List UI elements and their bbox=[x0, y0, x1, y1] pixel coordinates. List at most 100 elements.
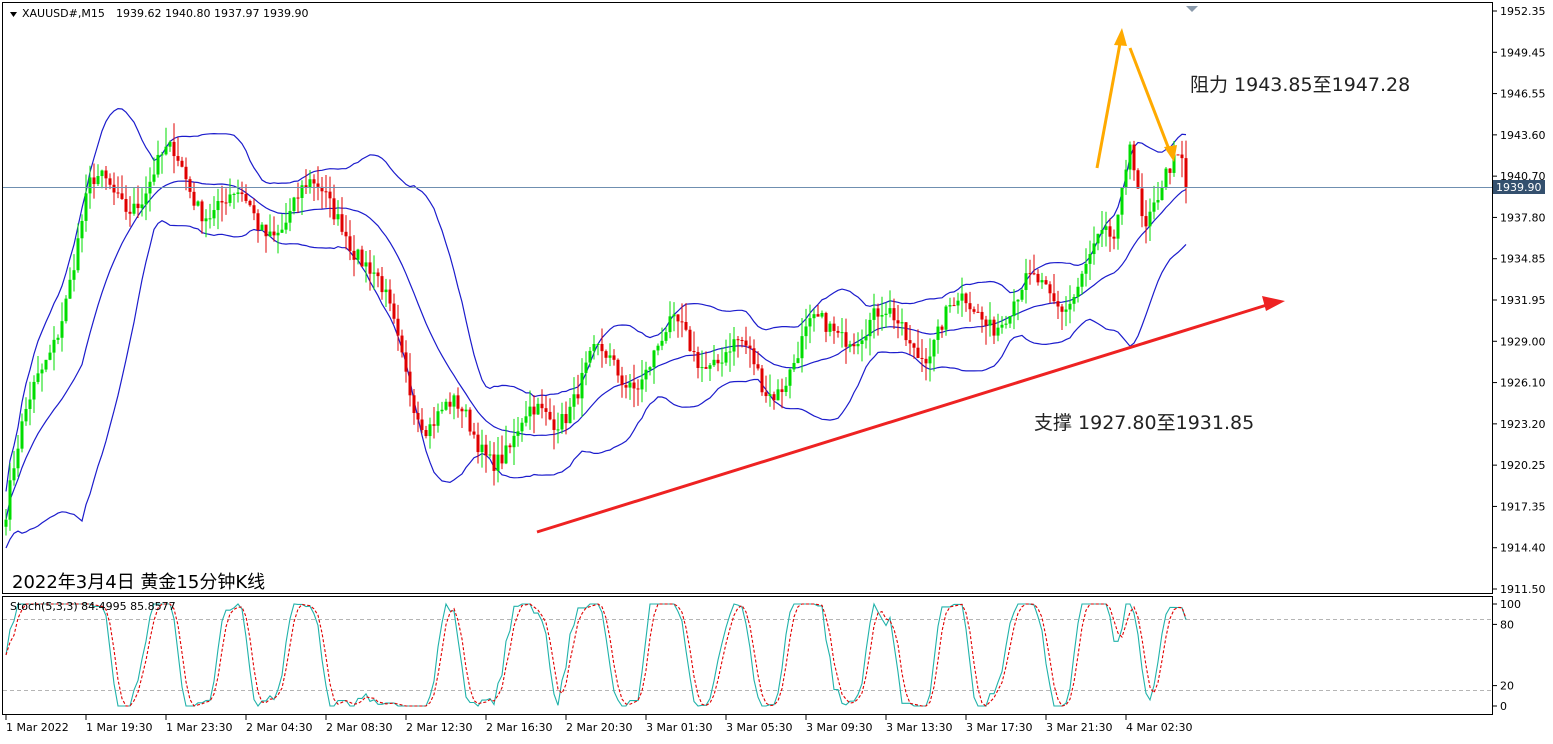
time-tick-label: 3 Mar 21:30 bbox=[1046, 721, 1112, 734]
candle-body bbox=[608, 355, 612, 358]
support-trend-arrow bbox=[536, 302, 1271, 534]
candle-body bbox=[628, 382, 632, 388]
peak-arrow-down-head bbox=[1164, 145, 1177, 162]
candle-body bbox=[656, 345, 660, 351]
candle-body bbox=[1024, 273, 1028, 290]
candle-body bbox=[200, 201, 204, 222]
candle-body bbox=[620, 375, 624, 386]
candle-body bbox=[208, 218, 212, 220]
candle-body bbox=[752, 348, 756, 365]
candle-body bbox=[28, 399, 32, 409]
candle-body bbox=[872, 308, 876, 320]
candle-body bbox=[252, 205, 256, 214]
candle-body bbox=[996, 327, 1000, 336]
candle-body bbox=[992, 319, 996, 336]
candle-body bbox=[348, 236, 352, 251]
candle-body bbox=[172, 141, 176, 157]
candle-body bbox=[988, 319, 992, 326]
candle-body bbox=[664, 332, 668, 341]
candle-body bbox=[496, 454, 500, 471]
ask-marker bbox=[1186, 6, 1198, 12]
candle-body bbox=[668, 316, 672, 333]
candle-body bbox=[52, 339, 56, 353]
candle-body bbox=[1068, 303, 1072, 310]
price-tick-label: 1917.35 bbox=[1500, 500, 1546, 513]
price-tick-label: 1952.35 bbox=[1500, 5, 1546, 18]
candle-body bbox=[900, 322, 904, 324]
candle-body bbox=[984, 319, 988, 326]
support-trend-arrowhead bbox=[1262, 296, 1285, 311]
candle-body bbox=[124, 198, 128, 212]
candle-body bbox=[1100, 229, 1104, 234]
candle-body bbox=[440, 409, 444, 412]
candle-body bbox=[532, 406, 536, 415]
candle-body bbox=[568, 406, 572, 424]
stoch-tick-label: 80 bbox=[1500, 618, 1514, 631]
price-tick-label: 1929.00 bbox=[1500, 335, 1546, 348]
candle-body bbox=[1016, 299, 1020, 302]
main-pane[interactable] bbox=[2, 2, 1493, 594]
stoch-pane[interactable] bbox=[2, 596, 1493, 715]
candle-body bbox=[904, 322, 908, 341]
candle-body bbox=[640, 379, 644, 390]
price-tick-label: 1940.70 bbox=[1500, 170, 1546, 183]
candle-body bbox=[808, 318, 812, 327]
candle-body bbox=[96, 176, 100, 185]
candle-body bbox=[316, 183, 320, 187]
candle-body bbox=[632, 382, 636, 389]
candle-body bbox=[104, 170, 108, 179]
candle-body bbox=[408, 371, 412, 396]
candle-body bbox=[476, 434, 480, 453]
symbol-label: XAUUSD#,M15 bbox=[22, 7, 105, 20]
candle-body bbox=[356, 249, 360, 260]
candle-body bbox=[384, 289, 388, 293]
resistance-label: 阻力 1943.85至1947.28 bbox=[1190, 74, 1410, 96]
time-tick-label: 3 Mar 13:30 bbox=[886, 721, 952, 734]
candle-body bbox=[420, 419, 424, 431]
candle-body bbox=[16, 448, 20, 469]
candlesticks bbox=[4, 123, 1188, 536]
candle-body bbox=[844, 332, 848, 347]
candle-body bbox=[968, 303, 972, 310]
chevron-down-icon[interactable] bbox=[10, 12, 17, 17]
candle-body bbox=[1168, 168, 1172, 173]
candle-body bbox=[240, 192, 244, 195]
candle-body bbox=[492, 454, 496, 471]
candle-body bbox=[928, 356, 932, 364]
time-tick-label: 4 Mar 02:30 bbox=[1126, 721, 1192, 734]
candle-body bbox=[144, 193, 148, 205]
candle-body bbox=[1048, 284, 1052, 294]
candle-body bbox=[156, 154, 160, 175]
time-tick-label: 1 Mar 19:30 bbox=[86, 721, 152, 734]
candle-body bbox=[740, 340, 744, 342]
candle-body bbox=[404, 352, 408, 372]
candle-body bbox=[924, 358, 928, 364]
candle-body bbox=[724, 352, 728, 363]
candle-body bbox=[1020, 289, 1024, 300]
candle-body bbox=[624, 385, 628, 388]
candle-body bbox=[1140, 188, 1144, 217]
candle-body bbox=[176, 156, 180, 161]
candle-body bbox=[204, 218, 208, 222]
candle-body bbox=[132, 203, 136, 214]
candle-body bbox=[560, 414, 564, 430]
candle-body bbox=[804, 326, 808, 337]
candle-body bbox=[32, 381, 36, 400]
candle-body bbox=[1084, 263, 1088, 274]
candle-body bbox=[64, 298, 68, 322]
ohlc-values: 1939.62 1940.80 1937.97 1939.90 bbox=[116, 7, 308, 20]
candle-body bbox=[688, 329, 692, 352]
candle-body bbox=[24, 408, 28, 422]
candle-body bbox=[236, 192, 240, 194]
candle-body bbox=[192, 191, 196, 206]
candle-body bbox=[896, 320, 900, 324]
candle-body bbox=[744, 340, 748, 346]
candle-body bbox=[916, 347, 920, 358]
time-tick-label: 1 Mar 2022 bbox=[6, 721, 69, 734]
candle-body bbox=[644, 369, 648, 380]
stoch-main-line bbox=[5, 602, 1187, 707]
candle-body bbox=[1112, 236, 1116, 239]
candle-body bbox=[824, 312, 828, 332]
price-tick-label: 1934.85 bbox=[1500, 253, 1546, 266]
